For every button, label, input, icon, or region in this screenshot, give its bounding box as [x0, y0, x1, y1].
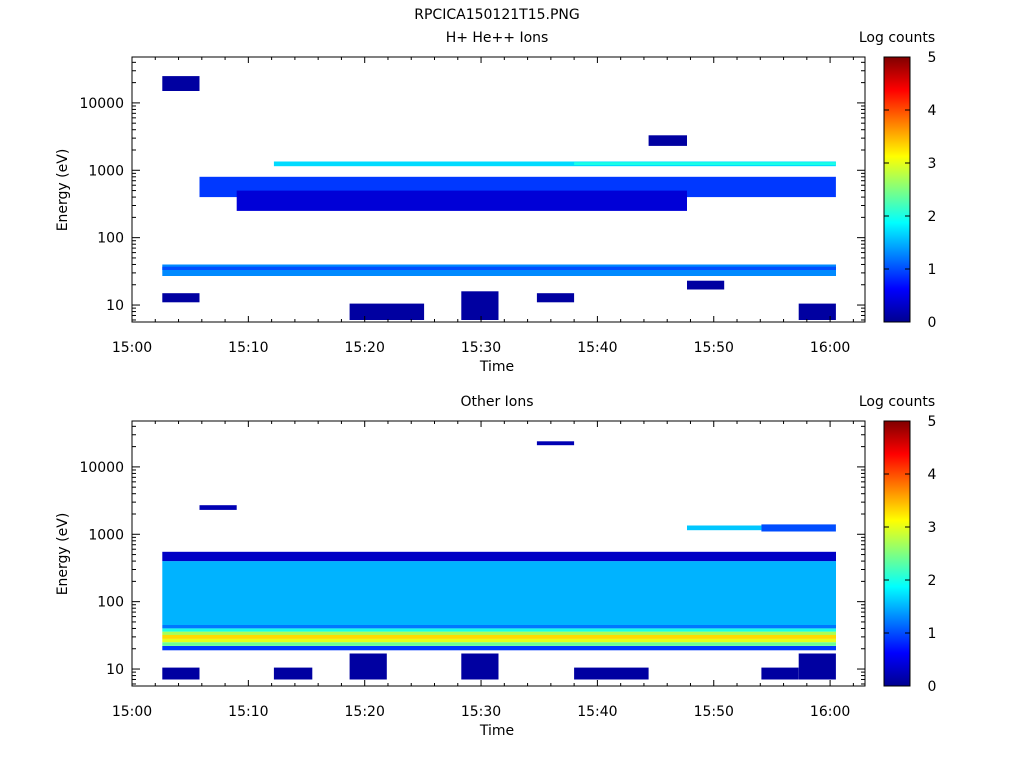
colorbar-ticks: 0 1 2 3 4 5: [884, 414, 937, 695]
x-tick-label: 15:10: [228, 340, 268, 356]
y-axis-label: Energy (eV): [55, 149, 71, 232]
heatmap-cell: [536, 441, 575, 446]
panel-h-he-ions: H+ He++ Ions 15:00 15:10 15:20 15:30 15:40 15…: [55, 30, 937, 375]
x-tick-label: 15:50: [694, 340, 734, 356]
heatmap-cell: [162, 646, 837, 651]
colorbar-tick-label: 0: [928, 315, 937, 331]
colorbar: [883, 420, 911, 687]
plot-frame: [131, 420, 866, 687]
heatmap-cell: [162, 635, 837, 639]
y-axis-label: Energy (eV): [55, 513, 71, 596]
heatmap-cell: [761, 524, 836, 532]
heatmap-cell: [536, 293, 575, 303]
heatmap-cell: [162, 76, 200, 91]
colorbar-tick-label: 5: [928, 50, 937, 66]
heatmap-cell: [761, 667, 799, 680]
x-tick-label: 15:10: [228, 704, 268, 720]
colorbar-tick-label: 3: [928, 156, 937, 172]
y-tick-label: 10000: [79, 96, 124, 112]
heatmap-cells: [162, 76, 837, 320]
heatmap-cell: [162, 628, 837, 632]
colorbar-tick-label: 2: [928, 573, 937, 589]
panel-other-ions: Other Ions 15:00 15:10 15:20 15:30 15:40 15:5…: [55, 394, 937, 739]
heatmap-cell: [162, 551, 837, 562]
x-tick-label: 15:30: [461, 340, 501, 356]
y-tick-label: 1000: [88, 527, 124, 543]
x-tick-label: 15:40: [577, 340, 617, 356]
x-axis: 15:00 15:10 15:20 15:30 15:40 15:50 16:00: [112, 57, 854, 356]
heatmap-cell: [162, 625, 837, 629]
y-tick-label: 10: [106, 662, 124, 678]
y-tick-label: 1000: [88, 163, 124, 179]
heatmap-cell: [574, 667, 649, 680]
colorbar-tick-label: 0: [928, 679, 937, 695]
heatmap-cells: [162, 441, 837, 680]
x-tick-label: 15:00: [112, 340, 152, 356]
heatmap-cell: [687, 280, 725, 290]
colorbar-tick-label: 1: [928, 626, 937, 642]
heatmap-cell: [461, 653, 499, 680]
y-axis: 10 100 1000 10000: [79, 425, 865, 685]
heatmap-cell: [273, 667, 313, 680]
heatmap-cell: [798, 303, 836, 320]
x-tick-label: 15:40: [577, 704, 617, 720]
colorbar-tick-label: 2: [928, 209, 937, 225]
colorbar-tick-label: 5: [928, 414, 937, 430]
y-axis: 10 100 1000 10000: [79, 61, 865, 321]
heatmap-cell: [162, 642, 837, 646]
x-tick-label: 15:50: [694, 704, 734, 720]
x-tick-label: 16:00: [810, 340, 850, 356]
y-tick-label: 100: [97, 231, 124, 247]
heatmap-cell: [349, 653, 387, 680]
heatmap-cell: [349, 303, 425, 320]
x-axis-label: Time: [479, 359, 514, 375]
heatmap-cell: [162, 264, 837, 276]
x-tick-label: 15:30: [461, 704, 501, 720]
x-tick-label: 15:00: [112, 704, 152, 720]
heatmap-cell: [162, 293, 200, 303]
x-tick-label: 15:20: [345, 704, 385, 720]
heatmap-cell: [199, 505, 237, 510]
colorbar-tick-label: 4: [928, 467, 937, 483]
plot-frame: [131, 56, 866, 323]
heatmap-cell: [236, 190, 687, 211]
heatmap-cell: [162, 561, 837, 625]
panel-title: H+ He++ Ions: [446, 30, 549, 46]
x-tick-label: 16:00: [810, 704, 850, 720]
heatmap-cell: [162, 266, 837, 270]
heatmap-cell: [162, 638, 837, 643]
colorbar-tick-label: 4: [928, 103, 937, 119]
colorbar-tick-label: 3: [928, 520, 937, 536]
colorbar-ticks: 0 1 2 3 4 5: [884, 50, 937, 331]
heatmap-cell: [461, 291, 499, 320]
heatmap-cell: [687, 525, 762, 531]
colorbar-label: Log counts: [859, 394, 935, 410]
heatmap-cell: [273, 161, 836, 167]
colorbar-tick-label: 1: [928, 262, 937, 278]
y-tick-label: 100: [97, 595, 124, 611]
x-axis: 15:00 15:10 15:20 15:30 15:40 15:50 16:00: [112, 421, 854, 720]
heatmap-cell: [162, 631, 837, 635]
y-tick-label: 10000: [79, 460, 124, 476]
heatmap-cell: [798, 653, 836, 680]
colorbar: [883, 56, 911, 323]
heatmap-cell: [648, 135, 687, 146]
y-tick-label: 10: [106, 298, 124, 314]
x-axis-label: Time: [479, 723, 514, 739]
heatmap-cell: [574, 162, 836, 165]
x-tick-label: 15:20: [345, 340, 385, 356]
colorbar-label: Log counts: [859, 30, 935, 46]
figure-title: RPCICA150121T15.PNG: [414, 7, 579, 23]
heatmap-cell: [162, 667, 200, 680]
panel-title: Other Ions: [460, 394, 533, 410]
